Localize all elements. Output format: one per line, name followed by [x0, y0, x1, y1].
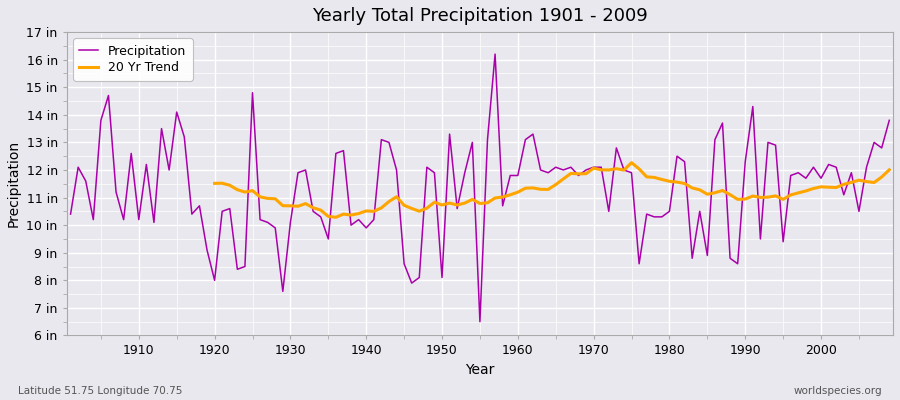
Text: Latitude 51.75 Longitude 70.75: Latitude 51.75 Longitude 70.75	[18, 386, 183, 396]
Precipitation	[126, 151, 137, 156]
Precipitation	[884, 118, 895, 123]
Precipitation	[474, 319, 485, 324]
Line: 20 Yr Trend: 20 Yr Trend	[214, 163, 889, 217]
20 Yr Trend	[421, 206, 432, 210]
20 Yr Trend	[301, 201, 311, 206]
Text: worldspecies.org: worldspecies.org	[794, 386, 882, 396]
20 Yr Trend	[800, 188, 811, 193]
Legend: Precipitation, 20 Yr Trend: Precipitation, 20 Yr Trend	[73, 38, 193, 80]
20 Yr Trend	[884, 168, 895, 172]
20 Yr Trend	[626, 160, 637, 165]
20 Yr Trend	[330, 215, 341, 220]
X-axis label: Year: Year	[465, 363, 495, 377]
Title: Yearly Total Precipitation 1901 - 2009: Yearly Total Precipitation 1901 - 2009	[312, 7, 648, 25]
20 Yr Trend	[786, 192, 796, 197]
Precipitation	[65, 212, 76, 216]
Precipitation	[527, 132, 538, 136]
Y-axis label: Precipitation: Precipitation	[7, 140, 21, 227]
20 Yr Trend	[868, 180, 879, 185]
Line: Precipitation: Precipitation	[70, 54, 889, 322]
Precipitation	[292, 170, 303, 175]
Precipitation	[618, 168, 629, 172]
20 Yr Trend	[695, 188, 706, 192]
20 Yr Trend	[209, 181, 220, 186]
Precipitation	[338, 148, 349, 153]
Precipitation	[520, 137, 531, 142]
Precipitation	[490, 52, 500, 56]
